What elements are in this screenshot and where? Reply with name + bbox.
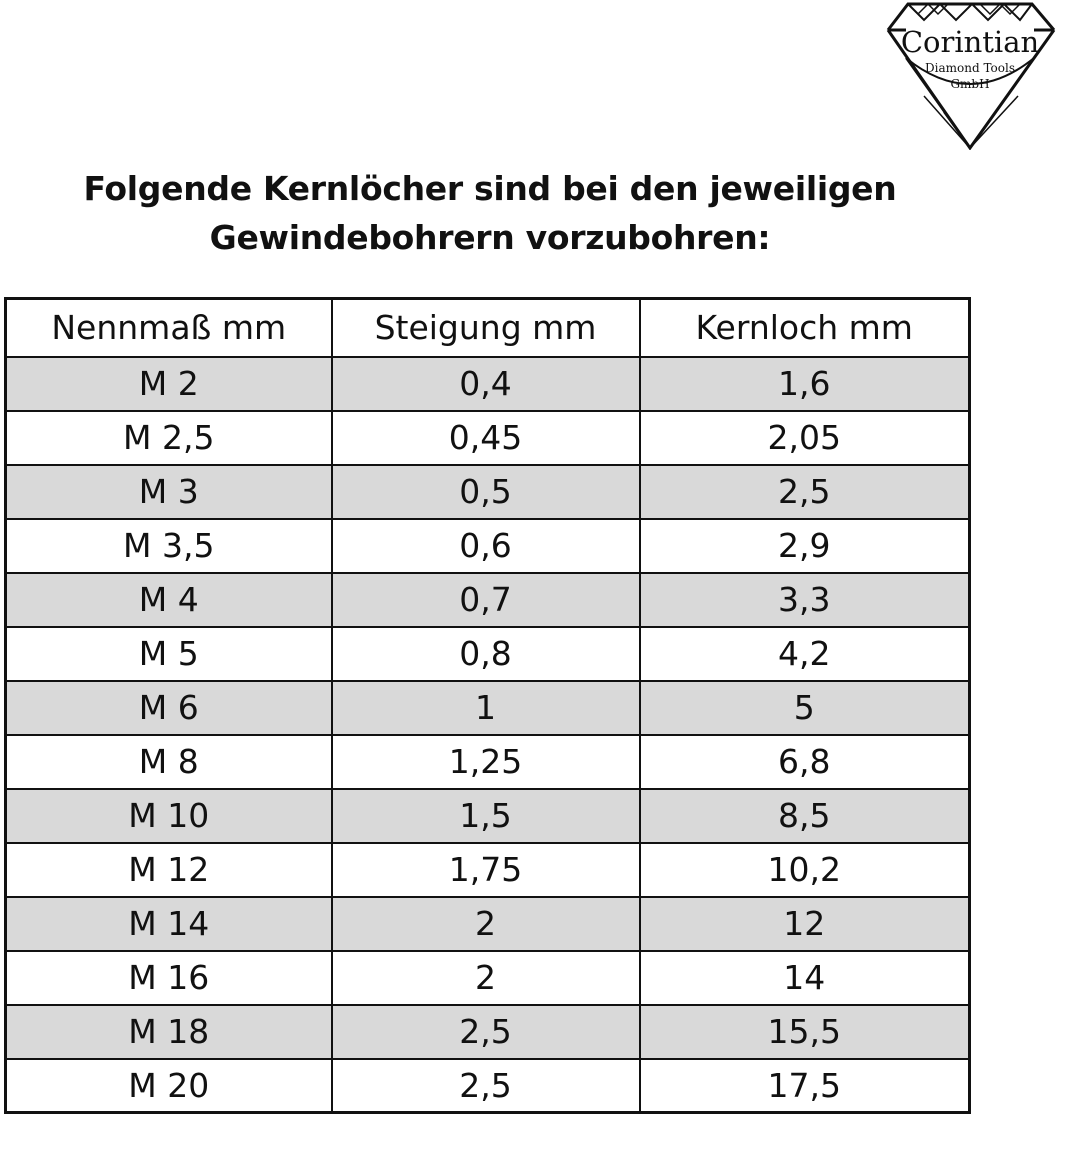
cell-core-hole: 12: [638, 895, 971, 952]
table-row: M 10 1,5 8,5: [4, 787, 971, 844]
header-nominal-size: Nennmaß mm: [4, 297, 333, 358]
cell-pitch: 0,45: [330, 409, 641, 466]
cell-nominal-size: M 12: [4, 841, 333, 898]
logo-legal-form: GmbH: [950, 77, 990, 91]
cell-pitch: 2: [330, 895, 641, 952]
cell-core-hole: 17,5: [638, 1057, 971, 1114]
cell-pitch: 1,5: [330, 787, 641, 844]
cell-pitch: 0,5: [330, 463, 641, 520]
table-row: M 8 1,25 6,8: [4, 733, 971, 790]
header-core-hole: Kernloch mm: [638, 297, 971, 358]
diamond-icon: [886, 2, 1056, 150]
page-title: Folgende Kernlöcher sind bei den jeweili…: [0, 164, 980, 262]
table-row: M 16 2 14: [4, 949, 971, 1006]
logo-company-name: Corintian: [900, 25, 1040, 59]
cell-pitch: 1: [330, 679, 641, 736]
cell-nominal-size: M 2: [4, 355, 333, 412]
table-row: M 2 0,4 1,6: [4, 355, 971, 412]
table-row: M 5 0,8 4,2: [4, 625, 971, 682]
cell-nominal-size: M 3: [4, 463, 333, 520]
cell-pitch: 0,6: [330, 517, 641, 574]
cell-core-hole: 5: [638, 679, 971, 736]
table-row: M 18 2,5 15,5: [4, 1003, 971, 1060]
table-row: M 14 2 12: [4, 895, 971, 952]
header-pitch: Steigung mm: [330, 297, 641, 358]
cell-core-hole: 8,5: [638, 787, 971, 844]
company-logo: Corintian Diamond Tools GmbH: [884, 0, 1064, 150]
cell-nominal-size: M 2,5: [4, 409, 333, 466]
table-body: M 2 0,4 1,6 M 2,5 0,45 2,05 M 3 0,5 2,5 M 3,5 0,6 2…: [4, 355, 971, 1114]
cell-pitch: 0,8: [330, 625, 641, 682]
table-row: M 3 0,5 2,5: [4, 463, 971, 520]
cell-core-hole: 3,3: [638, 571, 971, 628]
table-row: M 2,5 0,45 2,05: [4, 409, 971, 466]
cell-pitch: 2: [330, 949, 641, 1006]
cell-core-hole: 2,5: [638, 463, 971, 520]
cell-core-hole: 2,05: [638, 409, 971, 466]
cell-nominal-size: M 10: [4, 787, 333, 844]
table-row: M 20 2,5 17,5: [4, 1057, 971, 1114]
cell-core-hole: 2,9: [638, 517, 971, 574]
cell-nominal-size: M 14: [4, 895, 333, 952]
tap-drill-table: Nennmaß mm Steigung mm Kernloch mm M 2 0,…: [4, 297, 971, 1114]
cell-nominal-size: M 6: [4, 679, 333, 736]
logo-tagline: Diamond Tools: [925, 61, 1015, 75]
page-title-line-1: Folgende Kernlöcher sind bei den jeweili…: [83, 169, 897, 208]
cell-nominal-size: M 18: [4, 1003, 333, 1060]
cell-core-hole: 14: [638, 949, 971, 1006]
cell-pitch: 2,5: [330, 1057, 641, 1114]
page-title-line-2: Gewindebohrern vorzubohren:: [209, 218, 771, 257]
cell-pitch: 1,75: [330, 841, 641, 898]
cell-core-hole: 1,6: [638, 355, 971, 412]
cell-core-hole: 4,2: [638, 625, 971, 682]
cell-core-hole: 15,5: [638, 1003, 971, 1060]
cell-nominal-size: M 4: [4, 571, 333, 628]
table-header-row: Nennmaß mm Steigung mm Kernloch mm: [4, 297, 971, 358]
table-row: M 4 0,7 3,3: [4, 571, 971, 628]
cell-pitch: 0,4: [330, 355, 641, 412]
cell-nominal-size: M 5: [4, 625, 333, 682]
table-row: M 12 1,75 10,2: [4, 841, 971, 898]
cell-nominal-size: M 8: [4, 733, 333, 790]
cell-pitch: 2,5: [330, 1003, 641, 1060]
cell-pitch: 0,7: [330, 571, 641, 628]
cell-core-hole: 6,8: [638, 733, 971, 790]
cell-nominal-size: M 3,5: [4, 517, 333, 574]
cell-nominal-size: M 16: [4, 949, 333, 1006]
cell-nominal-size: M 20: [4, 1057, 333, 1114]
cell-core-hole: 10,2: [638, 841, 971, 898]
cell-pitch: 1,25: [330, 733, 641, 790]
table-row: M 3,5 0,6 2,9: [4, 517, 971, 574]
